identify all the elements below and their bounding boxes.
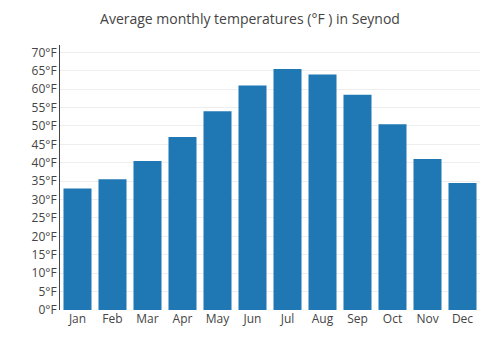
svg-text:Jun: Jun (243, 310, 262, 327)
svg-text:Feb: Feb (102, 310, 122, 327)
svg-text:Average monthly temperatures (: Average monthly temperatures (°F ) in Se… (100, 9, 400, 28)
svg-text:5°F: 5°F (38, 283, 56, 300)
svg-text:May: May (206, 310, 230, 327)
svg-text:55°F: 55°F (32, 99, 57, 116)
svg-text:Aug: Aug (312, 310, 334, 327)
svg-text:25°F: 25°F (32, 209, 57, 226)
svg-text:Nov: Nov (416, 310, 438, 327)
svg-text:65°F: 65°F (32, 62, 57, 79)
svg-text:Oct: Oct (383, 310, 402, 327)
svg-text:30°F: 30°F (32, 191, 57, 208)
svg-text:70°F: 70°F (32, 44, 57, 61)
svg-text:Apr: Apr (173, 310, 193, 327)
svg-text:20°F: 20°F (32, 228, 57, 245)
svg-text:Jan: Jan (68, 310, 86, 327)
svg-text:Jul: Jul (280, 310, 295, 327)
svg-text:15°F: 15°F (32, 246, 57, 263)
svg-text:Mar: Mar (136, 310, 158, 327)
svg-text:60°F: 60°F (32, 80, 57, 97)
svg-text:45°F: 45°F (32, 136, 57, 153)
svg-text:40°F: 40°F (32, 154, 57, 171)
svg-text:Sep: Sep (347, 310, 368, 327)
svg-text:50°F: 50°F (32, 117, 57, 134)
svg-text:0°F: 0°F (38, 301, 56, 318)
svg-text:Dec: Dec (452, 310, 473, 327)
svg-text:10°F: 10°F (32, 264, 57, 281)
svg-text:35°F: 35°F (32, 172, 57, 189)
